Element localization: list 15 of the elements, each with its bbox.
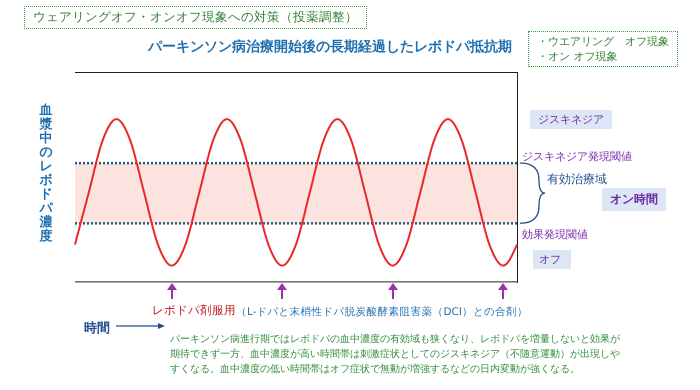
ref-line-label: 効果発現閾値	[522, 227, 588, 242]
text: レボドパ剤服用	[152, 303, 236, 318]
text: オフ	[533, 250, 571, 269]
text: 血漿中のレボドパ濃度	[40, 103, 52, 244]
text: ・ウエアリング オフ現象	[537, 34, 669, 49]
text: （L-ドパと末梢性ドパ脱炭酸酵素阻害薬（DCI）との合剤）	[236, 305, 528, 319]
text: ウェアリングオフ・オンオフ現象への対策（投薬調整）	[24, 6, 367, 29]
ref-line-label: ジスキネジア発現閾値	[522, 149, 632, 164]
x-axis-title: 時間	[84, 320, 110, 337]
chart-title: パーキンソン病治療開始後の長期経過したレボドパ抵抗期	[148, 39, 512, 55]
text: パーキンソン病進行期ではレボドパの血中濃度の有効域も狭くなり、レボドパを増量しないと効果が期待できず一方、血中濃度が高い時間帯は刺激症状としてのジスキネジア（不随意運動）が出現しやすくなる。血中濃度の低い時間帯はオフ症状で無動が増強するなどの日内変動が強くなる。	[170, 332, 621, 377]
text: ジスキネジア	[530, 110, 612, 129]
band-label: 有効治療域	[547, 171, 607, 188]
text: オン時間	[602, 188, 666, 211]
text: ・オン オフ現象	[537, 49, 618, 64]
